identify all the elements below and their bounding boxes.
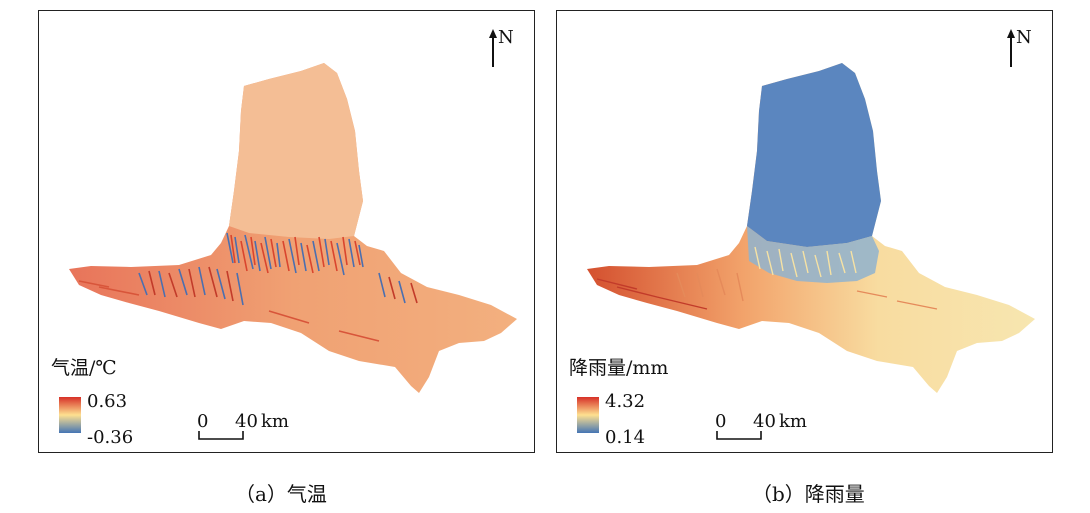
- scale-zero-label: 0: [197, 411, 209, 432]
- mountain-texture: [78, 232, 418, 342]
- north-label: N: [1016, 27, 1032, 48]
- scale-line: [198, 431, 244, 440]
- north-arrow-icon: [489, 29, 497, 67]
- precipitation-map-panel: N 降雨量/mm 4.32 0.14 0 40 km: [556, 10, 1053, 453]
- temperature-map: [69, 63, 517, 393]
- upper-plateau: [747, 63, 881, 247]
- north-arrow-icon: [1007, 29, 1015, 67]
- legend-min-value: 0.14: [605, 427, 646, 448]
- scale-line: [716, 431, 762, 440]
- temperature-map-panel: N 气温/℃ 0.63 -0.36 0 40 km: [38, 10, 535, 453]
- north-label: N: [498, 27, 514, 48]
- scale-bar: 0 40 km: [197, 409, 317, 443]
- scale-unit-label: km: [779, 411, 807, 432]
- scale-zero-label: 0: [715, 411, 727, 432]
- precipitation-legend: 降雨量/mm 4.32 0.14: [569, 353, 709, 448]
- terrain-texture: [596, 246, 938, 310]
- temperature-legend: 气温/℃ 0.63 -0.36: [51, 353, 191, 448]
- north-arrow-group: N: [486, 25, 516, 69]
- caption-precipitation: （b）降雨量: [752, 482, 865, 506]
- scale-unit-label: km: [261, 411, 289, 432]
- legend-max-value: 4.32: [605, 391, 646, 412]
- legend-color-ramp: [59, 397, 81, 433]
- caption-temperature: （a）气温: [235, 482, 327, 506]
- legend-max-value: 0.63: [87, 391, 128, 412]
- north-arrow-group: N: [1004, 25, 1034, 69]
- scale-bar: 0 40 km: [715, 409, 835, 443]
- legend-color-ramp: [577, 397, 599, 433]
- legend-title: 降雨量/mm: [569, 357, 669, 379]
- upper-plateau: [229, 63, 363, 239]
- legend-title: 气温/℃: [51, 357, 117, 379]
- scale-length-label: 40: [753, 411, 776, 432]
- legend-min-value: -0.36: [87, 427, 134, 448]
- precipitation-map: [587, 63, 1035, 393]
- transition-zone: [747, 226, 879, 283]
- scale-length-label: 40: [235, 411, 258, 432]
